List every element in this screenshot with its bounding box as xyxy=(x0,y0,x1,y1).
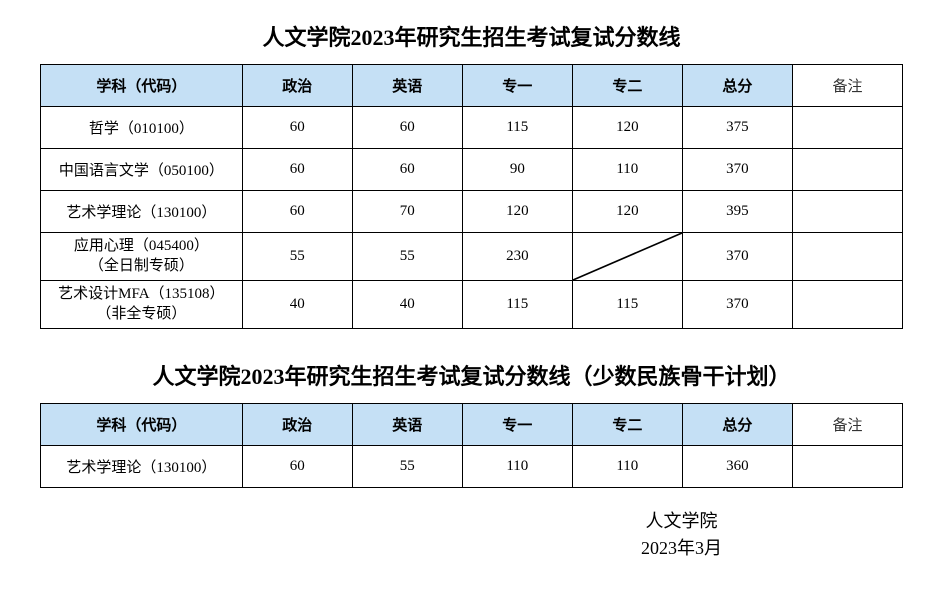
header-sub1: 专一 xyxy=(462,65,572,107)
header-remark: 备注 xyxy=(792,65,902,107)
header-politics: 政治 xyxy=(242,65,352,107)
cell-sub2: 120 xyxy=(572,107,682,149)
cell-sub2: 110 xyxy=(572,446,682,488)
table-row: 艺术学理论（130100）6055110110360 xyxy=(41,446,903,488)
cell-remark xyxy=(792,149,902,191)
cell-politics: 60 xyxy=(242,191,352,233)
header-sub1: 专一 xyxy=(462,404,572,446)
signature-block: 人文学院 2023年3月 xyxy=(460,508,903,562)
header-total: 总分 xyxy=(682,65,792,107)
header-subject: 学科（代码） xyxy=(41,65,243,107)
table-row: 艺术学理论（130100）6070120120395 xyxy=(41,191,903,233)
table1-title: 人文学院2023年研究生招生考试复试分数线 xyxy=(40,20,903,52)
table-row: 哲学（010100）6060115120375 xyxy=(41,107,903,149)
cell-sub2 xyxy=(572,233,682,281)
header-english: 英语 xyxy=(352,65,462,107)
cell-politics: 40 xyxy=(242,281,352,329)
cell-total: 375 xyxy=(682,107,792,149)
cell-subject: 艺术学理论（130100） xyxy=(41,446,243,488)
cell-subject: 中国语言文学（050100） xyxy=(41,149,243,191)
table-header-row: 学科（代码） 政治 英语 专一 专二 总分 备注 xyxy=(41,404,903,446)
cell-english: 55 xyxy=(352,233,462,281)
cell-politics: 55 xyxy=(242,233,352,281)
cell-total: 395 xyxy=(682,191,792,233)
header-total: 总分 xyxy=(682,404,792,446)
score-table-1: 学科（代码） 政治 英语 专一 专二 总分 备注 哲学（010100）60601… xyxy=(40,64,903,329)
cell-total: 360 xyxy=(682,446,792,488)
header-english: 英语 xyxy=(352,404,462,446)
signature-org: 人文学院 xyxy=(460,508,903,535)
cell-english: 55 xyxy=(352,446,462,488)
cell-politics: 60 xyxy=(242,446,352,488)
signature-date: 2023年3月 xyxy=(460,535,903,562)
cell-sub1: 90 xyxy=(462,149,572,191)
cell-sub2: 115 xyxy=(572,281,682,329)
cell-remark xyxy=(792,446,902,488)
table-row: 艺术设计MFA（135108）（非全专硕）4040115115370 xyxy=(41,281,903,329)
header-sub2: 专二 xyxy=(572,404,682,446)
cell-subject: 艺术设计MFA（135108）（非全专硕） xyxy=(41,281,243,329)
cell-remark xyxy=(792,233,902,281)
cell-total: 370 xyxy=(682,233,792,281)
cell-sub1: 230 xyxy=(462,233,572,281)
header-politics: 政治 xyxy=(242,404,352,446)
cell-remark xyxy=(792,107,902,149)
cell-subject: 艺术学理论（130100） xyxy=(41,191,243,233)
cell-subject: 应用心理（045400）（全日制专硕） xyxy=(41,233,243,281)
cell-sub2: 110 xyxy=(572,149,682,191)
cell-politics: 60 xyxy=(242,149,352,191)
table-row: 应用心理（045400）（全日制专硕）5555230370 xyxy=(41,233,903,281)
cell-sub1: 115 xyxy=(462,107,572,149)
cell-english: 70 xyxy=(352,191,462,233)
score-table-2: 学科（代码） 政治 英语 专一 专二 总分 备注 艺术学理论（130100）60… xyxy=(40,403,903,488)
cell-total: 370 xyxy=(682,281,792,329)
header-sub2: 专二 xyxy=(572,65,682,107)
cell-english: 60 xyxy=(352,149,462,191)
table-header-row: 学科（代码） 政治 英语 专一 专二 总分 备注 xyxy=(41,65,903,107)
cell-sub1: 110 xyxy=(462,446,572,488)
table-row: 中国语言文学（050100）606090110370 xyxy=(41,149,903,191)
table2-title: 人文学院2023年研究生招生考试复试分数线（少数民族骨干计划） xyxy=(40,359,903,391)
cell-english: 60 xyxy=(352,107,462,149)
header-subject: 学科（代码） xyxy=(41,404,243,446)
cell-remark xyxy=(792,191,902,233)
cell-remark xyxy=(792,281,902,329)
cell-politics: 60 xyxy=(242,107,352,149)
header-remark: 备注 xyxy=(792,404,902,446)
cell-sub1: 120 xyxy=(462,191,572,233)
cell-sub1: 115 xyxy=(462,281,572,329)
cell-english: 40 xyxy=(352,281,462,329)
cell-total: 370 xyxy=(682,149,792,191)
cell-sub2: 120 xyxy=(572,191,682,233)
cell-subject: 哲学（010100） xyxy=(41,107,243,149)
